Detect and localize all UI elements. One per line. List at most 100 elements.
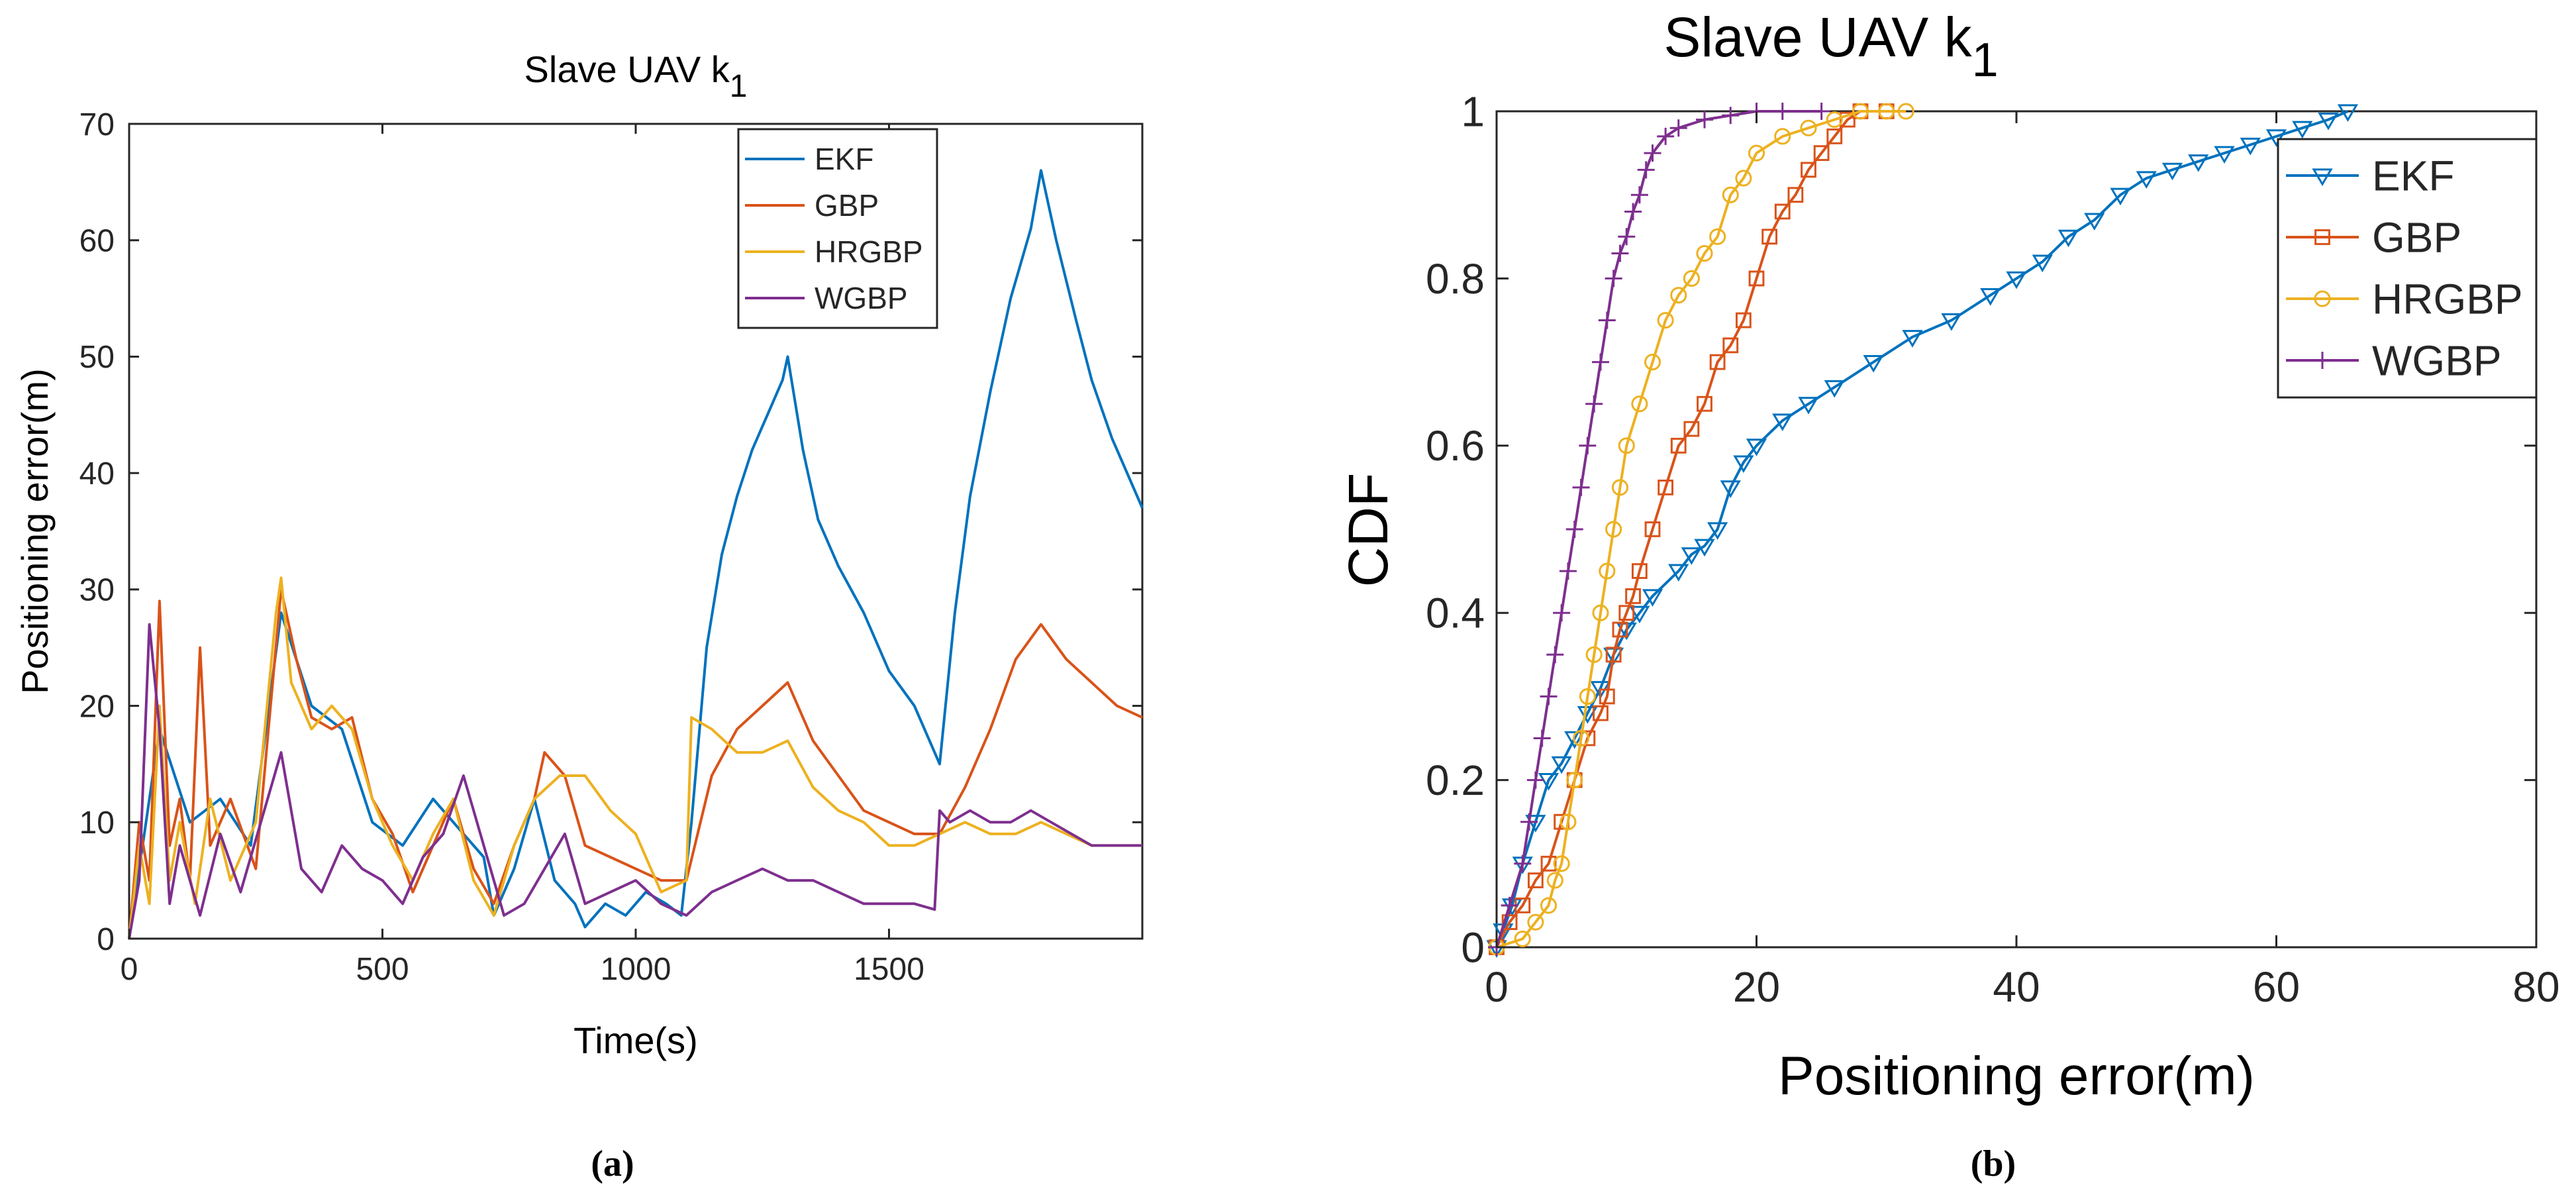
data-point-gbp <box>1761 229 1778 245</box>
chart-b: Slave UAV k1 0 20 40 60 80 0 0.2 0.4 0.6 0.8 1 Pos… <box>1337 6 2560 1106</box>
legend-item-wgbp: WGBP <box>2286 337 2502 384</box>
data-point-wgbp <box>1540 688 1558 705</box>
data-point-wgbp <box>1533 729 1551 747</box>
x-tick-label: 0 <box>1485 963 1509 1011</box>
legend-item-gbp: GBP <box>2286 213 2461 261</box>
data-point-gbp <box>1683 421 1700 437</box>
legend-marker <box>2314 229 2330 245</box>
data-point-wgbp <box>1669 119 1687 137</box>
x-tick-label: 40 <box>1993 963 2040 1011</box>
y-tick-label: 40 <box>79 456 115 492</box>
y-tick-label: 60 <box>79 224 115 259</box>
series-wgbp <box>1488 103 1830 956</box>
data-point-ekf <box>1772 413 1793 431</box>
chart-a-ylabel: Positioning error(m) <box>14 368 56 694</box>
data-point-gbp <box>1722 337 1739 354</box>
data-point-hrgbp <box>1618 437 1635 454</box>
legend-label: HRGBP <box>2372 275 2523 323</box>
series-line-ekf <box>128 169 1144 939</box>
data-point-hrgbp <box>1546 872 1563 889</box>
chart-b-series <box>1486 103 2359 958</box>
data-point-wgbp <box>1546 646 1564 664</box>
data-point-ekf <box>1863 355 1884 373</box>
data-point-ekf <box>2084 213 2105 231</box>
data-point-gbp <box>1612 621 1628 638</box>
data-point-wgbp <box>1598 311 1616 329</box>
data-point-ekf <box>1902 330 1923 348</box>
data-point-ekf <box>2136 171 2157 189</box>
data-point-hrgbp <box>1514 930 1531 947</box>
legend-label: HRGBP <box>815 234 923 269</box>
data-point-wgbp <box>1559 562 1577 580</box>
data-point-hrgbp <box>1585 646 1603 663</box>
y-tick-label: 0.2 <box>1426 756 1485 804</box>
data-point-ekf <box>1720 480 1741 498</box>
y-tick-label: 0.4 <box>1426 590 1485 637</box>
data-point-ekf <box>1642 589 1663 607</box>
data-point-ekf <box>1798 397 1819 415</box>
series-line-hrgbp <box>128 576 1142 939</box>
data-point-ekf <box>1525 815 1546 833</box>
data-point-wgbp <box>1565 521 1583 538</box>
data-point-gbp <box>1658 480 1674 495</box>
x-tick-label: 1000 <box>601 952 671 987</box>
data-point-hrgbp <box>1644 354 1661 371</box>
data-point-wgbp <box>1812 103 1830 120</box>
chart-a-legend-box <box>737 128 938 329</box>
legend-label: WGBP <box>815 281 908 315</box>
data-point-hrgbp <box>1748 144 1765 162</box>
legend-item-hrgbp: HRGBP <box>745 234 923 269</box>
y-tick-label: 20 <box>79 689 115 724</box>
y-tick-label: 70 <box>79 107 115 142</box>
data-point-hrgbp <box>1735 170 1752 187</box>
data-point-ekf <box>2006 271 2027 289</box>
data-point-gbp <box>1599 688 1615 705</box>
legend-item-hrgbp: HRGBP <box>2286 275 2523 323</box>
chart-a-series <box>128 169 1144 939</box>
data-point-ekf <box>1577 706 1599 724</box>
data-point-hrgbp <box>1527 913 1544 931</box>
data-point-ekf <box>2318 113 2339 130</box>
x-tick-label: 20 <box>1733 963 1780 1011</box>
data-point-hrgbp <box>1897 103 1914 120</box>
chart-a-xlabel: Time(s) <box>573 1019 698 1061</box>
series-hrgbp <box>128 576 1142 939</box>
series-gbp <box>128 588 1143 939</box>
legend-label: WGBP <box>2372 337 2502 384</box>
data-point-ekf <box>1668 564 1689 582</box>
data-point-hrgbp <box>1709 228 1726 245</box>
legend-label: GBP <box>2372 213 2461 261</box>
x-tick-label: 80 <box>2512 963 2559 1011</box>
y-tick-label: 0 <box>97 922 115 957</box>
data-point-wgbp <box>1630 186 1648 204</box>
data-point-hrgbp <box>1670 287 1687 304</box>
legend-label: GBP <box>815 188 879 223</box>
y-tick-label: 0 <box>1461 923 1485 971</box>
chart-b-title: Slave UAV k1 <box>1663 6 1998 87</box>
data-point-ekf <box>1941 313 1962 331</box>
legend-marker <box>2312 168 2333 186</box>
data-point-ekf <box>1681 547 1703 565</box>
y-tick-label: 50 <box>79 340 115 375</box>
data-point-hrgbp <box>1826 111 1843 129</box>
data-point-wgbp <box>1624 203 1642 221</box>
data-point-wgbp <box>1657 127 1675 145</box>
data-point-wgbp <box>1553 604 1571 622</box>
data-point-gbp <box>1501 914 1518 931</box>
data-point-hrgbp <box>1800 119 1817 136</box>
data-point-hrgbp <box>1878 103 1895 120</box>
series-wgbp <box>128 623 1142 939</box>
data-point-hrgbp <box>1579 688 1596 705</box>
data-point-ekf <box>1746 439 1767 456</box>
data-point-gbp <box>1801 162 1816 178</box>
data-point-hrgbp <box>1611 479 1628 496</box>
data-point-ekf <box>2057 229 2079 248</box>
data-point-hrgbp <box>1696 244 1713 262</box>
chart-b-ticks: 0 20 40 60 80 0 0.2 0.4 0.6 0.8 1 <box>1426 87 2560 1011</box>
data-point-ekf <box>2337 104 2359 122</box>
data-point-wgbp <box>1514 855 1532 872</box>
data-point-wgbp <box>1696 111 1713 129</box>
data-point-ekf <box>2032 254 2053 273</box>
data-point-gbp <box>1644 521 1661 537</box>
data-point-wgbp <box>1637 161 1655 179</box>
